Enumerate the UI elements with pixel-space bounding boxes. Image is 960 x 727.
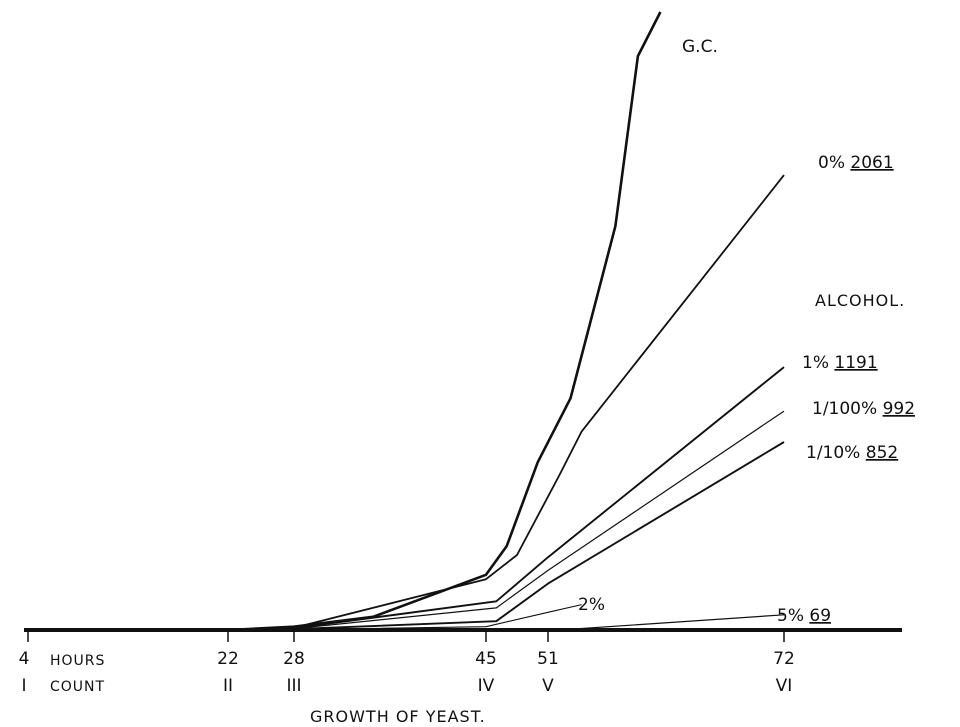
series-value-5: 69 (809, 606, 831, 626)
series-label-1: 1% 1191 (802, 353, 878, 373)
series-label-5: 5% 69 (777, 606, 831, 626)
alcohol-group-label: ALCOHOL. (815, 291, 905, 310)
series-labels: G.C. 0% 2061 1% 1191 1/100% 992 1/10% 852 2% 5… (578, 37, 915, 626)
count-tick-label: I (21, 676, 26, 696)
x-axis-title: GROWTH OF YEAST. (310, 707, 486, 726)
series-line-1-100 (227, 410, 785, 631)
hours-tick-label: 45 (475, 649, 497, 669)
hours-tick-label: 72 (773, 649, 795, 669)
x-axis: 4 I 22 II 28 III 45 IV 51 V 72 VI (19, 628, 902, 696)
series-label-2: 2% (578, 595, 605, 615)
count-tick-label: V (542, 676, 554, 696)
hours-tick-label: 4 (19, 649, 30, 669)
hours-tick-label: 22 (217, 649, 239, 669)
count-tick-label: II (223, 676, 233, 696)
series-label-0: 0% 2061 (818, 153, 894, 173)
series-line-1 (227, 366, 785, 631)
series-line-1-10 (227, 441, 785, 631)
count-tick-label: III (286, 676, 301, 696)
series-layer (28, 11, 785, 632)
series-line-0 (227, 174, 785, 631)
hours-tick-label: 51 (537, 649, 559, 669)
hours-tick-label: 28 (283, 649, 305, 669)
count-tick-label: IV (478, 676, 495, 696)
series-value-1-10: 852 (866, 443, 898, 463)
series-line-g-c (28, 11, 662, 632)
count-axis-label: COUNT (50, 679, 105, 695)
count-tick-label: VI (776, 676, 793, 696)
series-value-1: 1191 (834, 353, 877, 373)
series-label-1-10: 1/10% 852 (806, 443, 898, 463)
series-label-1-100: 1/100% 992 (812, 399, 915, 419)
series-value-1-100: 992 (883, 399, 915, 419)
hours-axis-label: HOURS (50, 653, 105, 669)
series-value-0: 2061 (850, 153, 893, 173)
series-label-g-c: G.C. (682, 37, 718, 57)
